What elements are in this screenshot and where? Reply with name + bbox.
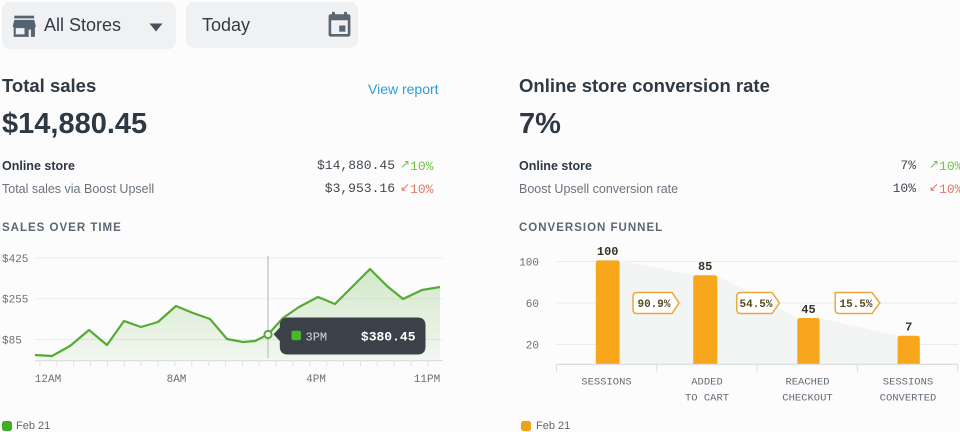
svg-text:$85: $85 [2, 336, 22, 348]
svg-text:$255: $255 [2, 295, 28, 307]
svg-text:20: 20 [526, 341, 539, 353]
svg-text:54.5%: 54.5% [739, 299, 772, 311]
svg-text:60: 60 [526, 299, 539, 311]
svg-text:REACHED: REACHED [785, 377, 829, 389]
svg-text:CONVERTED: CONVERTED [880, 393, 937, 405]
svg-text:3PM: 3PM [306, 330, 328, 344]
svg-text:CHECKOUT: CHECKOUT [782, 393, 832, 405]
svg-text:SESSIONS: SESSIONS [581, 377, 631, 389]
svg-text:11PM: 11PM [414, 374, 440, 386]
svg-text:SESSIONS: SESSIONS [883, 377, 933, 389]
svg-text:15.5%: 15.5% [839, 299, 872, 311]
svg-text:100: 100 [519, 258, 539, 270]
svg-text:90.9%: 90.9% [637, 299, 670, 311]
svg-text:45: 45 [801, 303, 815, 317]
svg-text:TO CART: TO CART [685, 393, 729, 405]
svg-text:85: 85 [698, 260, 712, 274]
svg-text:12AM: 12AM [35, 374, 61, 386]
svg-text:100: 100 [597, 245, 619, 259]
svg-text:8AM: 8AM [167, 374, 187, 386]
svg-text:ADDED: ADDED [691, 377, 723, 389]
svg-text:4PM: 4PM [306, 374, 326, 386]
svg-text:$380.45: $380.45 [361, 330, 416, 345]
svg-text:7: 7 [905, 321, 912, 335]
svg-text:$425: $425 [2, 254, 28, 266]
